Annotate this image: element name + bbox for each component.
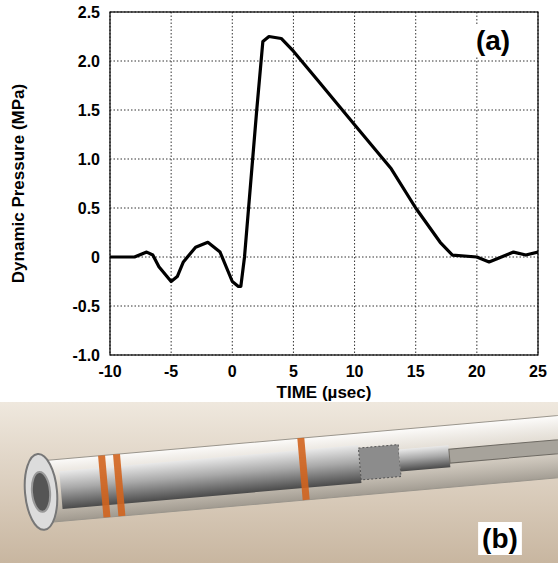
sensor-photo <box>0 402 558 563</box>
y-tick-label: 1.0 <box>78 151 100 168</box>
pressure-line <box>110 37 538 287</box>
y-grid-line <box>110 61 538 62</box>
end-cap <box>22 453 61 531</box>
y-grid-line <box>110 208 538 209</box>
x-tick-label: 20 <box>468 363 486 380</box>
y-tick-label: 0 <box>91 249 100 266</box>
sensor <box>22 406 558 531</box>
knurled-nut <box>358 445 401 480</box>
x-tick-label: 0 <box>228 363 237 380</box>
y-tick-label: 2.0 <box>78 53 100 70</box>
y-tick-label: -0.5 <box>72 298 100 315</box>
y-grid-line <box>110 159 538 160</box>
sensor-face <box>30 471 51 512</box>
x-grid-line <box>232 12 233 355</box>
cable <box>449 437 558 463</box>
x-grid-line <box>354 12 355 355</box>
data-group <box>110 37 538 287</box>
panel-label: (b) <box>482 523 518 554</box>
y-tick-label: 1.5 <box>78 102 100 119</box>
x-tick-label: 10 <box>346 363 364 380</box>
y-grid-line <box>110 306 538 307</box>
o-ring <box>113 454 125 516</box>
figure: -10 -5 0 5 10 15 20 25 -1.0 -0.5 0 0.5 1.0 1.5 2.0 2.5 D… <box>0 0 558 563</box>
x-grid-line <box>293 12 294 355</box>
glass-tube <box>28 413 558 524</box>
plot-frame <box>110 12 538 355</box>
y-tick-label: 2.5 <box>78 4 100 21</box>
x-tick-label: 5 <box>289 363 298 380</box>
y-tick-label: 0.5 <box>78 200 100 217</box>
y-grid-line <box>110 110 538 111</box>
grid <box>110 12 538 355</box>
x-tick-label: 15 <box>407 363 425 380</box>
x-tick-label: -10 <box>98 363 121 380</box>
x-grid-line <box>171 12 172 355</box>
panel-label-background <box>472 24 514 57</box>
x-tick-label: -5 <box>164 363 178 380</box>
y-axis-title: Dynamic Pressure (MPa) <box>9 84 28 283</box>
x-grid-line <box>415 12 416 355</box>
connector <box>399 445 451 471</box>
panel-label-background <box>478 522 522 555</box>
o-ring <box>98 455 110 517</box>
panel-label: (a) <box>476 25 510 56</box>
y-tick-label: -1.0 <box>72 347 100 364</box>
x-tick-label: 25 <box>529 363 547 380</box>
x-grid-line <box>476 12 477 355</box>
x-axis-title: TIME (µsec) <box>277 383 372 402</box>
o-ring <box>297 438 309 500</box>
